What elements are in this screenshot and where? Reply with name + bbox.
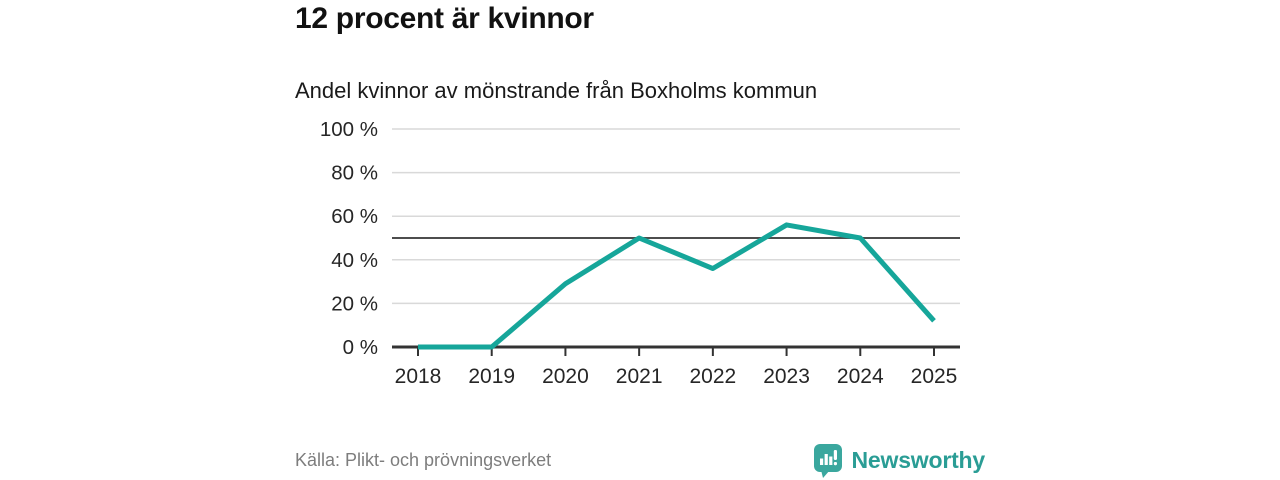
line-chart: 0 % 20 % 40 % 60 % 80 % 100 % 2018 2019 2020 2021… bbox=[320, 118, 960, 388]
x-axis-tick-label: 2019 bbox=[468, 365, 515, 388]
newsworthy-bar-chart-icon bbox=[813, 443, 842, 478]
newsworthy-logo: Newsworthy bbox=[813, 443, 985, 478]
x-axis-tick-label: 2024 bbox=[837, 365, 884, 388]
y-axis-tick-label: 100 % bbox=[320, 118, 378, 141]
content-column: 12 procent är kvinnor Andel kvinnor av m… bbox=[295, 0, 985, 480]
y-axis-tick-label: 0 % bbox=[343, 336, 378, 359]
x-axis-tick-label: 2021 bbox=[616, 365, 663, 388]
x-axis-tick-label: 2020 bbox=[542, 365, 589, 388]
source-note: Källa: Plikt- och prövningsverket bbox=[295, 449, 552, 470]
y-axis-tick-label: 80 % bbox=[331, 162, 378, 185]
y-axis-tick-label: 60 % bbox=[331, 205, 378, 228]
chart-footer: Källa: Plikt- och prövningsverket Newswo… bbox=[295, 441, 985, 479]
y-axis-tick-label: 20 % bbox=[331, 292, 378, 315]
data-line bbox=[418, 222, 936, 350]
y-axis-tick-label: 40 % bbox=[331, 249, 378, 272]
brand-name: Newsworthy bbox=[851, 446, 986, 473]
chart-subtitle: Andel kvinnor av mönstrande från Boxholm… bbox=[295, 78, 818, 103]
x-axis-tick-label: 2022 bbox=[689, 365, 736, 388]
x-axis-tick-label: 2025 bbox=[911, 365, 958, 388]
x-axis-tick-label: 2023 bbox=[763, 365, 810, 388]
page-title: 12 procent är kvinnor bbox=[295, 2, 594, 35]
x-axis-tick-label: 2018 bbox=[395, 365, 442, 388]
